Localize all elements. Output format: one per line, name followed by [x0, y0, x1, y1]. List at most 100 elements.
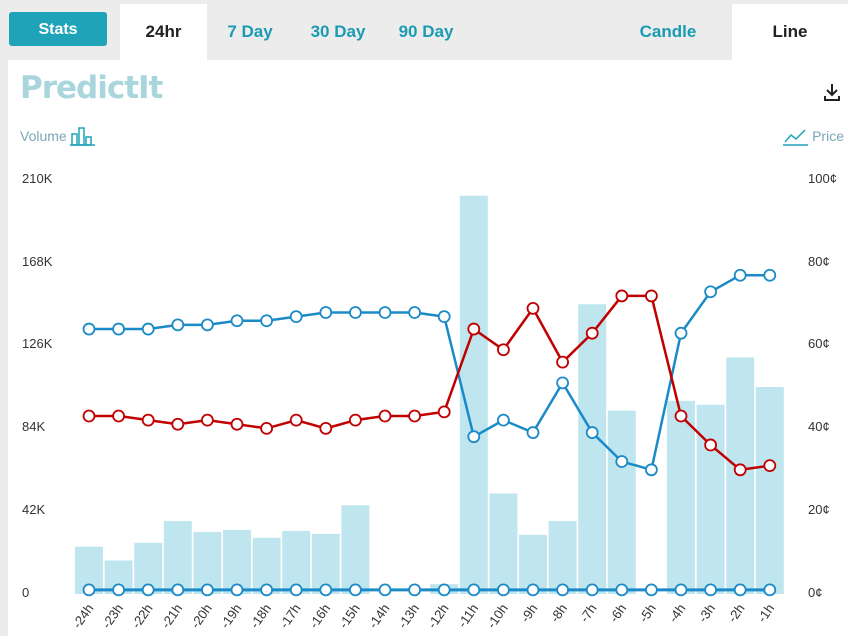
tab-7day[interactable]: 7 Day	[227, 22, 273, 41]
series-point[interactable]	[289, 583, 303, 597]
series-point[interactable]	[556, 376, 569, 390]
series-point[interactable]	[674, 409, 688, 423]
series-point[interactable]	[496, 583, 510, 597]
series-point[interactable]	[141, 322, 155, 336]
series-point[interactable]	[378, 409, 392, 423]
series-point[interactable]	[230, 417, 244, 431]
series-point[interactable]	[408, 306, 422, 319]
series-point[interactable]	[348, 413, 362, 427]
series-point[interactable]	[437, 310, 451, 324]
series-point[interactable]	[141, 413, 155, 427]
series-point[interactable]	[585, 426, 599, 439]
series-point[interactable]	[82, 322, 96, 336]
series-point[interactable]	[408, 583, 422, 597]
x-tick-label: -7h	[577, 601, 600, 625]
predictit-logo: PredictIt	[20, 70, 163, 106]
series-point[interactable]	[467, 583, 481, 597]
series-point[interactable]	[200, 318, 214, 332]
series-point[interactable]	[556, 355, 569, 369]
series-point[interactable]	[289, 413, 303, 427]
series-point[interactable]	[733, 463, 747, 477]
x-tick-label: -17h	[276, 601, 303, 631]
series-point[interactable]	[378, 583, 392, 597]
x-tick-label: -12h	[424, 601, 451, 631]
series-point[interactable]	[704, 438, 717, 452]
series-point[interactable]	[171, 318, 185, 332]
stats-button[interactable]: Stats	[9, 12, 107, 46]
series-point[interactable]	[289, 310, 303, 324]
series-point[interactable]	[467, 430, 481, 444]
tab-24hr[interactable]: 24hr	[120, 4, 207, 60]
series-point[interactable]	[526, 583, 540, 597]
volume-bar	[667, 400, 695, 594]
series-point[interactable]	[348, 306, 362, 319]
y-right-tick: 80¢	[808, 254, 830, 269]
y-right-tick: 60¢	[808, 336, 830, 351]
series-point[interactable]	[112, 583, 125, 597]
series-point[interactable]	[556, 583, 569, 597]
x-tick-label: -13h	[395, 601, 422, 631]
series-point[interactable]	[319, 583, 333, 597]
series-point[interactable]	[645, 289, 658, 303]
series-point[interactable]	[733, 268, 747, 282]
y-left-tick: 0	[22, 585, 30, 600]
price-legend[interactable]: Price	[783, 126, 844, 146]
series-point[interactable]	[526, 301, 540, 315]
tab-90day[interactable]: 90 Day	[398, 22, 454, 41]
tab-candle[interactable]: Candle	[639, 22, 697, 41]
series-point[interactable]	[467, 322, 481, 336]
series-point[interactable]	[585, 583, 599, 597]
series-point[interactable]	[763, 268, 777, 282]
series-point[interactable]	[763, 583, 777, 597]
series-point[interactable]	[112, 409, 125, 423]
series-point[interactable]	[674, 583, 688, 597]
series-point[interactable]	[260, 421, 274, 435]
series-point[interactable]	[171, 583, 185, 597]
series-point[interactable]	[437, 405, 451, 419]
series-point[interactable]	[82, 583, 96, 597]
x-tick-label: -6h	[606, 601, 629, 625]
series-point[interactable]	[171, 417, 185, 431]
series-point[interactable]	[348, 583, 362, 597]
series-point[interactable]	[645, 463, 658, 477]
tab-30day[interactable]: 30 Day	[310, 22, 366, 41]
x-tick-label: -22h	[128, 601, 155, 631]
series-point[interactable]	[585, 326, 599, 340]
series-point[interactable]	[645, 583, 658, 597]
y-left-tick: 84K	[22, 419, 46, 434]
series-point[interactable]	[200, 413, 214, 427]
series-point[interactable]	[615, 455, 629, 468]
x-tick-label: -3h	[695, 601, 718, 625]
series-point[interactable]	[615, 289, 629, 303]
series-point[interactable]	[496, 343, 510, 357]
series-point[interactable]	[733, 583, 747, 597]
series-point[interactable]	[496, 413, 510, 427]
download-icon[interactable]	[822, 82, 842, 107]
series-point[interactable]	[615, 583, 629, 597]
y-left-tick: 126K	[22, 336, 53, 351]
series-point[interactable]	[378, 306, 392, 319]
series-point[interactable]	[526, 426, 540, 439]
series-point[interactable]	[112, 322, 125, 336]
series-point[interactable]	[437, 583, 451, 597]
tab-line[interactable]: Line	[732, 4, 848, 60]
series-point[interactable]	[408, 409, 422, 423]
volume-legend[interactable]: Volume	[20, 126, 96, 146]
series-point[interactable]	[763, 459, 777, 473]
series-point[interactable]	[319, 306, 333, 319]
series-point[interactable]	[141, 583, 155, 597]
series-point[interactable]	[260, 314, 274, 328]
series-point[interactable]	[704, 583, 717, 597]
x-tick-label: -9h	[517, 601, 540, 625]
series-point[interactable]	[260, 583, 274, 597]
series-point[interactable]	[319, 421, 333, 435]
series-point[interactable]	[230, 314, 244, 328]
series-point[interactable]	[674, 326, 688, 340]
series-point[interactable]	[200, 583, 214, 597]
price-line-icon	[783, 129, 809, 146]
series-point[interactable]	[82, 409, 96, 423]
series-point[interactable]	[230, 583, 244, 597]
x-tick-label: -21h	[158, 601, 185, 631]
series-point[interactable]	[704, 285, 717, 299]
